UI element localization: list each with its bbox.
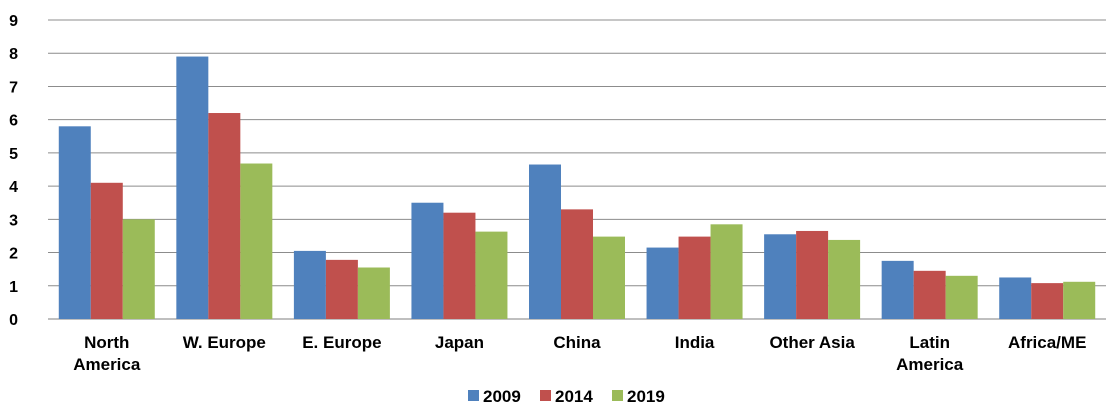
bar bbox=[646, 247, 679, 319]
y-tick-label: 7 bbox=[9, 79, 18, 96]
bar bbox=[58, 126, 91, 319]
y-tick-label: 0 bbox=[9, 312, 18, 329]
bar bbox=[913, 270, 946, 319]
y-tick-label: 5 bbox=[9, 146, 18, 163]
bars bbox=[58, 56, 1096, 320]
x-tick-label: Japan bbox=[435, 333, 484, 352]
x-tick-label: North bbox=[84, 333, 129, 352]
legend: 2009 2014 2019 bbox=[468, 387, 665, 406]
x-tick-label: Latin bbox=[909, 333, 950, 352]
bar bbox=[945, 275, 978, 319]
y-tick-label: 9 bbox=[9, 13, 18, 30]
bar bbox=[796, 230, 829, 319]
bar bbox=[475, 231, 508, 319]
y-tick-label: 4 bbox=[9, 179, 18, 196]
bar bbox=[293, 250, 326, 319]
x-tick-label: China bbox=[553, 333, 601, 352]
x-tick-label: E. Europe bbox=[302, 333, 381, 352]
bar bbox=[325, 259, 358, 319]
bar bbox=[764, 234, 797, 319]
legend-swatch bbox=[468, 390, 479, 401]
legend-swatch bbox=[612, 390, 623, 401]
bar bbox=[208, 113, 241, 320]
x-tick-label: W. Europe bbox=[183, 333, 266, 352]
y-tick-label: 2 bbox=[9, 246, 18, 263]
bar bbox=[1063, 281, 1096, 319]
bar bbox=[122, 219, 155, 319]
y-tick-label: 1 bbox=[9, 279, 18, 296]
bar bbox=[240, 163, 273, 319]
x-tick-label: America bbox=[896, 355, 964, 374]
bar bbox=[881, 260, 914, 319]
bar bbox=[529, 164, 561, 319]
bar bbox=[443, 212, 476, 319]
y-axis: 0 1 2 3 4 5 6 7 8 9 bbox=[9, 13, 18, 329]
bar bbox=[561, 209, 593, 319]
bar bbox=[678, 236, 711, 319]
bar bbox=[176, 56, 209, 320]
bar bbox=[828, 239, 861, 319]
bar bbox=[411, 202, 444, 319]
bar bbox=[1031, 283, 1064, 319]
legend-label: 2019 bbox=[627, 387, 665, 406]
x-tick-label: America bbox=[73, 355, 141, 374]
bar bbox=[357, 267, 390, 319]
x-axis: North America W. Europe E. Europe Japan China… bbox=[73, 333, 1086, 374]
legend-label: 2014 bbox=[555, 387, 593, 406]
x-tick-label: Other Asia bbox=[769, 333, 855, 352]
legend-swatch bbox=[540, 390, 551, 401]
bar bbox=[999, 277, 1032, 319]
y-tick-label: 8 bbox=[9, 46, 18, 63]
bar bbox=[710, 224, 743, 319]
y-tick-label: 6 bbox=[9, 113, 18, 130]
legend-label: 2009 bbox=[483, 387, 521, 406]
bar bbox=[593, 236, 625, 319]
x-tick-label: Africa/ME bbox=[1008, 333, 1086, 352]
y-tick-label: 3 bbox=[9, 212, 18, 229]
x-tick-label: India bbox=[675, 333, 715, 352]
bar bbox=[90, 182, 123, 319]
